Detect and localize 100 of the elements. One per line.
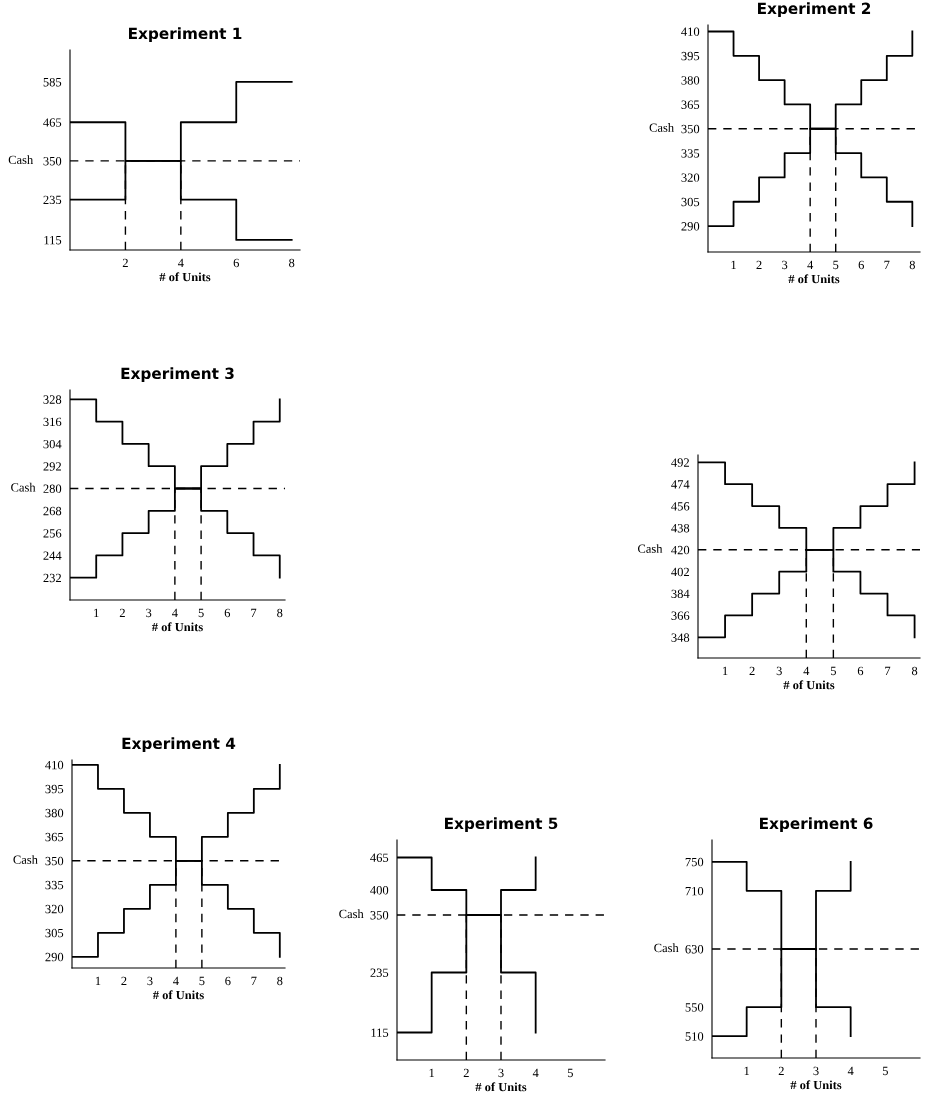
y-tick-label: 380	[681, 76, 700, 85]
x-tick-label: 4	[532, 1068, 539, 1078]
y-tick-label: 232	[43, 573, 61, 583]
y-tick-label: 465	[43, 118, 62, 127]
y-tick-label: 335	[681, 149, 700, 158]
y-tick-label: 350	[681, 124, 700, 134]
y-tick-label: 474	[671, 480, 690, 489]
chart-title: Experiment 3	[121, 367, 234, 383]
y-tick-label: 115	[44, 236, 62, 245]
y-axis-title: Cash	[11, 482, 36, 492]
x-tick-label: 7	[251, 976, 257, 986]
y-tick-label: 316	[43, 417, 62, 427]
chart-title: Experiment 1	[129, 27, 242, 43]
x-tick-label: 4	[172, 608, 178, 618]
y-tick-label: 400	[370, 886, 389, 895]
x-axis-title: # of Units	[783, 680, 835, 690]
chart-title: Experiment 4	[122, 737, 236, 753]
y-tick-label: 384	[671, 589, 690, 599]
y-tick-label: 420	[671, 545, 690, 555]
x-tick-label: 5	[199, 976, 205, 986]
y-tick-label: 365	[681, 100, 700, 109]
y-tick-label: 280	[43, 484, 62, 493]
y-tick-label: 115	[371, 1028, 389, 1037]
y-tick-label: 290	[681, 222, 700, 231]
x-tick-label: 3	[776, 666, 782, 676]
x-tick-label: 6	[858, 260, 864, 270]
chart-title: Experiment 6	[760, 817, 873, 833]
x-tick-label: 3	[782, 260, 788, 270]
x-tick-label: 6	[857, 666, 864, 676]
x-tick-label: 4	[807, 260, 814, 270]
y-tick-label: 630	[685, 945, 704, 954]
y-tick-label: 350	[43, 156, 62, 166]
y-tick-label: 320	[681, 173, 700, 182]
x-tick-label: 8	[277, 976, 283, 986]
x-axis-title: # of Units	[790, 1080, 842, 1090]
y-tick-label: 235	[370, 968, 389, 977]
y-tick-label: 348	[671, 633, 690, 642]
x-tick-label: 2	[756, 260, 762, 270]
y-tick-label: 305	[45, 928, 64, 938]
x-tick-label: 8	[277, 608, 283, 618]
y-tick-label: 268	[43, 506, 62, 516]
x-tick-label: 2	[749, 666, 755, 676]
y-tick-label: 492	[671, 458, 689, 467]
y-tick-label: 350	[370, 911, 389, 920]
y-tick-label: 305	[681, 197, 700, 207]
y-tick-label: 510	[685, 1032, 704, 1041]
y-tick-label: 290	[45, 952, 64, 962]
x-tick-label: 1	[94, 608, 99, 618]
y-tick-label: 328	[43, 395, 62, 404]
x-tick-label: 8	[911, 666, 918, 676]
x-tick-label: 1	[429, 1068, 435, 1078]
chart-title: Experiment 5	[445, 817, 558, 833]
x-tick-label: 6	[224, 608, 231, 618]
x-tick-label: 5	[882, 1066, 888, 1076]
x-tick-label: 4	[803, 666, 810, 676]
y-tick-label: 438	[671, 523, 690, 533]
y-tick-label: 402	[671, 567, 689, 577]
x-axis-title: # of Units	[788, 274, 840, 284]
y-tick-label: 410	[45, 760, 64, 770]
x-tick-label: 3	[813, 1066, 819, 1076]
x-tick-label: 7	[885, 666, 891, 676]
y-axis-title: Cash	[13, 855, 38, 864]
y-tick-label: 350	[45, 856, 64, 866]
x-axis-title: # of Units	[151, 622, 203, 632]
x-axis-title: # of Units	[159, 272, 211, 282]
x-tick-label: 5	[833, 260, 839, 270]
x-tick-label: 2	[778, 1066, 784, 1076]
y-tick-label: 335	[45, 880, 64, 890]
x-tick-label: 1	[731, 260, 736, 270]
y-axis-title: Cash	[8, 155, 34, 165]
y-tick-label: 465	[370, 853, 389, 862]
x-tick-label: 1	[95, 976, 101, 986]
x-tick-label: 1	[744, 1066, 750, 1076]
y-tick-label: 550	[685, 1003, 704, 1012]
x-tick-label: 7	[884, 260, 890, 270]
y-tick-label: 235	[43, 195, 62, 205]
x-tick-label: 8	[909, 260, 915, 270]
y-tick-label: 456	[671, 502, 690, 511]
x-tick-label: 2	[122, 258, 128, 268]
y-axis-title: Cash	[654, 943, 679, 953]
x-tick-label: 4	[177, 258, 184, 268]
chart-title: Experiment 2	[758, 2, 871, 18]
x-tick-label: 2	[121, 976, 127, 986]
y-axis-title: Cash	[637, 544, 663, 553]
x-tick-label: 3	[146, 608, 152, 618]
x-tick-label: 3	[147, 976, 153, 986]
y-tick-label: 365	[45, 832, 64, 842]
x-tick-label: 4	[847, 1066, 854, 1076]
x-tick-label: 6	[233, 258, 240, 268]
y-tick-label: 320	[45, 904, 64, 914]
y-tick-label: 395	[45, 784, 64, 794]
y-tick-label: 244	[43, 551, 62, 560]
x-tick-label: 3	[498, 1068, 504, 1078]
x-tick-label: 4	[173, 976, 179, 986]
x-axis-title: # of Units	[475, 1082, 527, 1092]
y-tick-label: 410	[681, 27, 700, 36]
x-tick-label: 1	[723, 666, 728, 676]
y-tick-label: 292	[43, 462, 61, 471]
x-tick-label: 7	[251, 608, 257, 618]
y-tick-label: 750	[685, 857, 704, 867]
